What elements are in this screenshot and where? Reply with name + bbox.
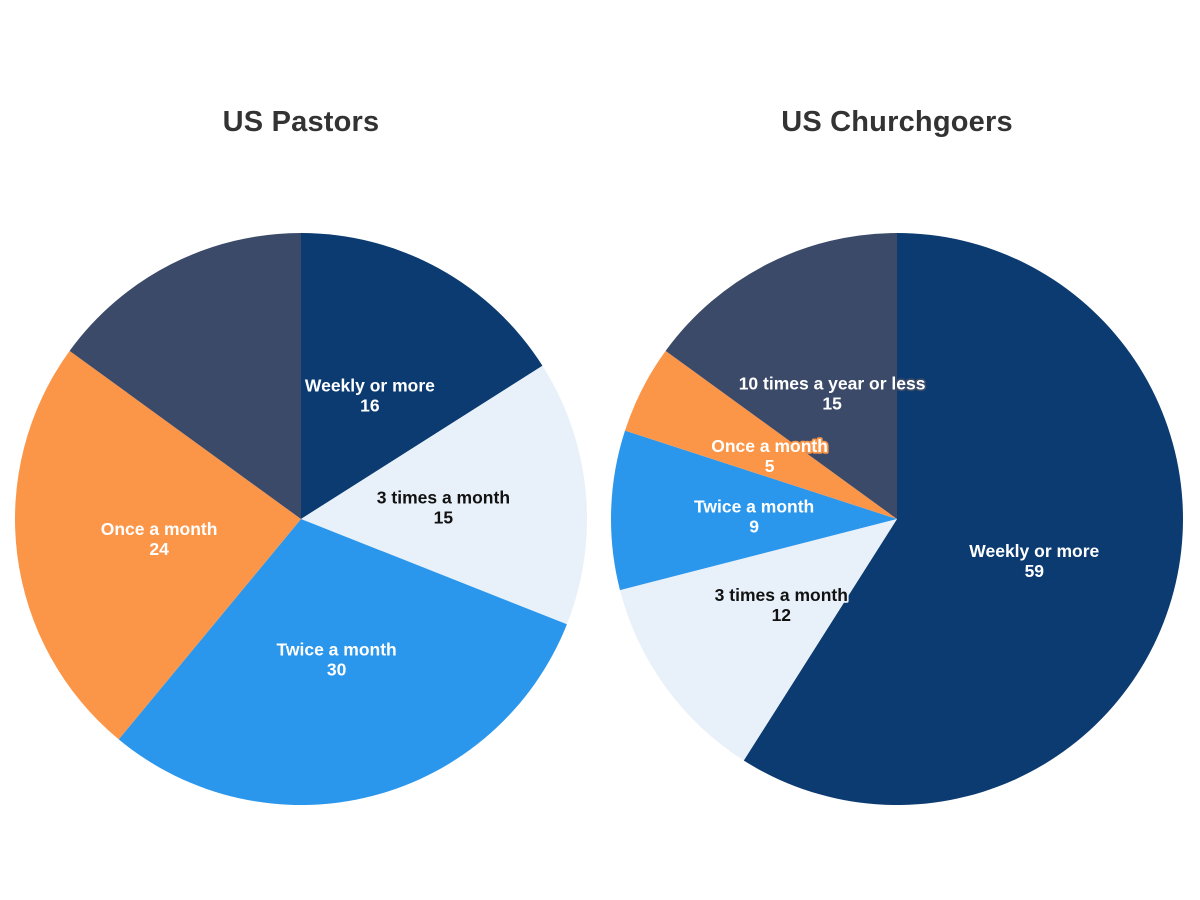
slice-label-us-pastors-3-times-a-month: 3 times a month 15 (377, 488, 510, 528)
pie-slice-us-churchgoers-twice-a-month (611, 430, 897, 591)
slice-label-us-pastors-twice-a-month: Twice a month 30 (276, 640, 396, 680)
slice-label-us-churchgoers-twice-a-month: Twice a month 9 (694, 497, 814, 537)
slice-label-us-churchgoers-10-times-a-year-or-less: 10 times a year or less 15 (739, 374, 926, 414)
pie-slice-us-churchgoers-3-times-a-month (619, 519, 897, 761)
pie-slice-us-pastors-unlabeled (69, 233, 302, 519)
pie-slice-us-churchgoers-10-times-a-year-or-less (665, 233, 897, 519)
pie-slice-us-pastors-3-times-a-month (301, 365, 588, 625)
slice-label-us-churchgoers-once-a-month: Once a month 5 (711, 436, 828, 476)
slice-label-us-pastors-weekly-or-more: Weekly or more 16 (305, 376, 435, 416)
pie-slice-us-pastors-twice-a-month (118, 519, 567, 806)
slice-label-us-churchgoers-weekly-or-more: Weekly or more 59 (969, 541, 1099, 581)
pie-slice-us-pastors-weekly-or-more (301, 233, 543, 519)
pie-slice-us-churchgoers-weekly-or-more (743, 233, 1183, 805)
slice-label-us-churchgoers-3-times-a-month: 3 times a month 12 (715, 585, 848, 625)
pie-slice-us-pastors-once-a-month (14, 350, 302, 740)
pie-slice-us-churchgoers-once-a-month (625, 350, 897, 519)
slice-label-us-pastors-once-a-month: Once a month 24 (101, 519, 218, 559)
chart-title-us-pastors: US Pastors (222, 106, 380, 138)
chart-title-us-churchgoers: US Churchgoers (781, 106, 1013, 138)
